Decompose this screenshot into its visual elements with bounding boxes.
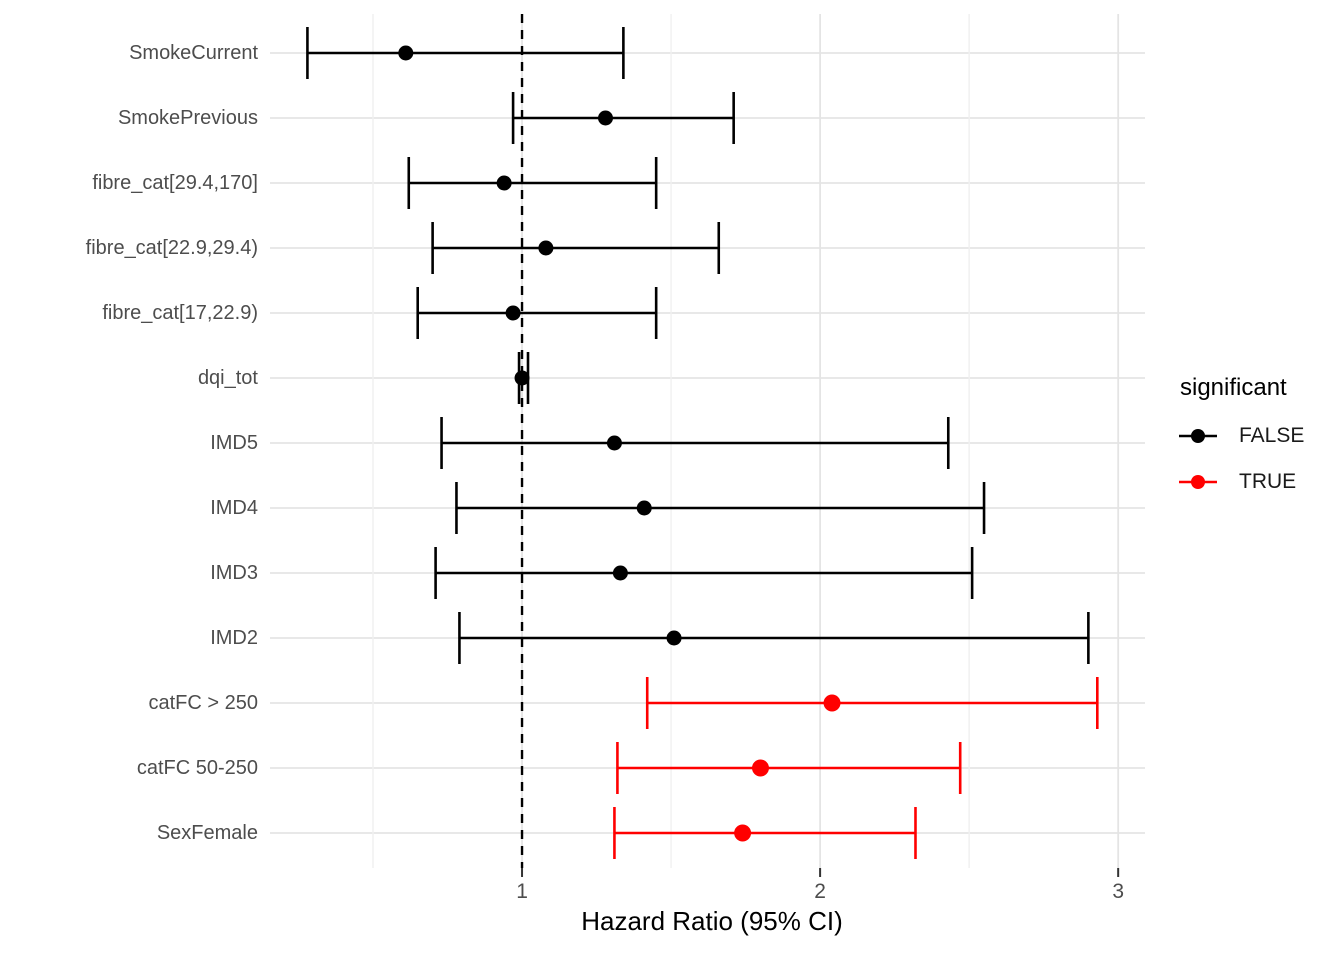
x-axis-tick-label: 1 [516, 880, 528, 903]
y-axis-label: IMD5 [210, 432, 258, 454]
legend-entries: FALSE TRUE [1178, 420, 1304, 498]
y-axis-label: catFC > 250 [148, 692, 258, 714]
point-estimate [612, 565, 628, 581]
point-estimate [636, 500, 652, 516]
legend-entry-label: FALSE [1239, 424, 1305, 447]
x-axis-title: Hazard Ratio (95% CI) [581, 906, 843, 936]
y-axis-label: dqi_tot [197, 367, 258, 389]
point-estimate [606, 435, 622, 451]
y-axis-label: fibre_cat[22.9,29.4) [85, 237, 258, 259]
legend: significant FALSE TRUE [1178, 374, 1304, 512]
point-estimate [666, 630, 682, 646]
legend-entry: TRUE [1178, 466, 1304, 498]
legend-entry: FALSE [1178, 420, 1304, 452]
y-axis-label: SexFemale [156, 822, 258, 844]
legend-key-icon [1179, 475, 1217, 489]
x-axis-tick-label: 2 [814, 880, 826, 903]
y-axis-label: IMD3 [210, 562, 258, 584]
point-estimate [823, 694, 841, 712]
y-axis-label: IMD2 [210, 627, 258, 649]
point-estimate [597, 110, 613, 126]
point-estimate [514, 370, 530, 386]
point-estimate [496, 175, 512, 191]
legend-key-icon [1179, 429, 1217, 443]
point-estimate [505, 305, 521, 321]
legend-entry-label: TRUE [1239, 470, 1297, 493]
y-axis-label: IMD4 [210, 497, 258, 519]
y-axis-label: fibre_cat[29.4,170] [92, 172, 258, 194]
point-estimate [538, 240, 554, 256]
x-axis-tick-label: 3 [1112, 880, 1125, 903]
y-axis-label: SmokeCurrent [129, 42, 258, 64]
point-estimate [751, 759, 769, 777]
legend-title: significant [1180, 374, 1287, 401]
point-estimate [398, 45, 414, 61]
y-axis-label: catFC 50-250 [136, 757, 258, 779]
y-axis-label: SmokePrevious [117, 107, 258, 129]
point-estimate [734, 824, 752, 842]
y-axis-label: fibre_cat[17,22.9) [102, 302, 258, 324]
